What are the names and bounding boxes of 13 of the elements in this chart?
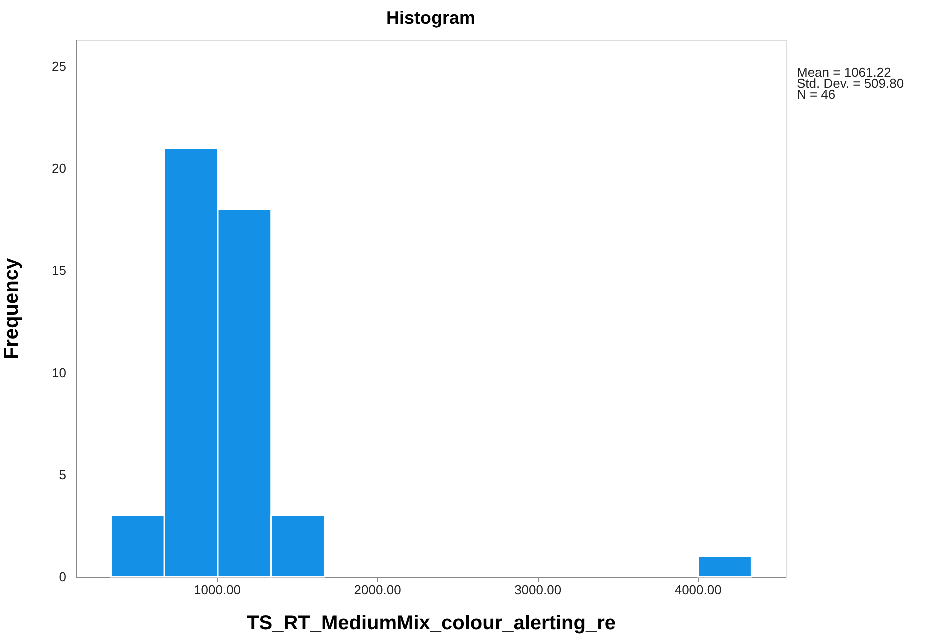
y-tick-label: 5	[59, 467, 66, 482]
x-tick-label: 3000.00	[514, 582, 562, 598]
chart-title: Histogram	[386, 8, 476, 28]
y-tick-label: 20	[52, 161, 66, 176]
x-axis-title: TS_RT_MediumMix_colour_alerting_re	[247, 612, 616, 634]
y-tick-label: 25	[52, 59, 66, 74]
y-tick-label: 0	[59, 570, 66, 584]
x-tick-label: 2000.00	[354, 582, 402, 598]
y-tick-label: 10	[52, 365, 66, 380]
y-axis-title: Frequency	[1, 258, 24, 360]
x-tick-label: 1000.00	[194, 582, 242, 598]
x-tick-label: 4000.00	[674, 582, 722, 598]
y-tick-label: 15	[52, 263, 66, 278]
